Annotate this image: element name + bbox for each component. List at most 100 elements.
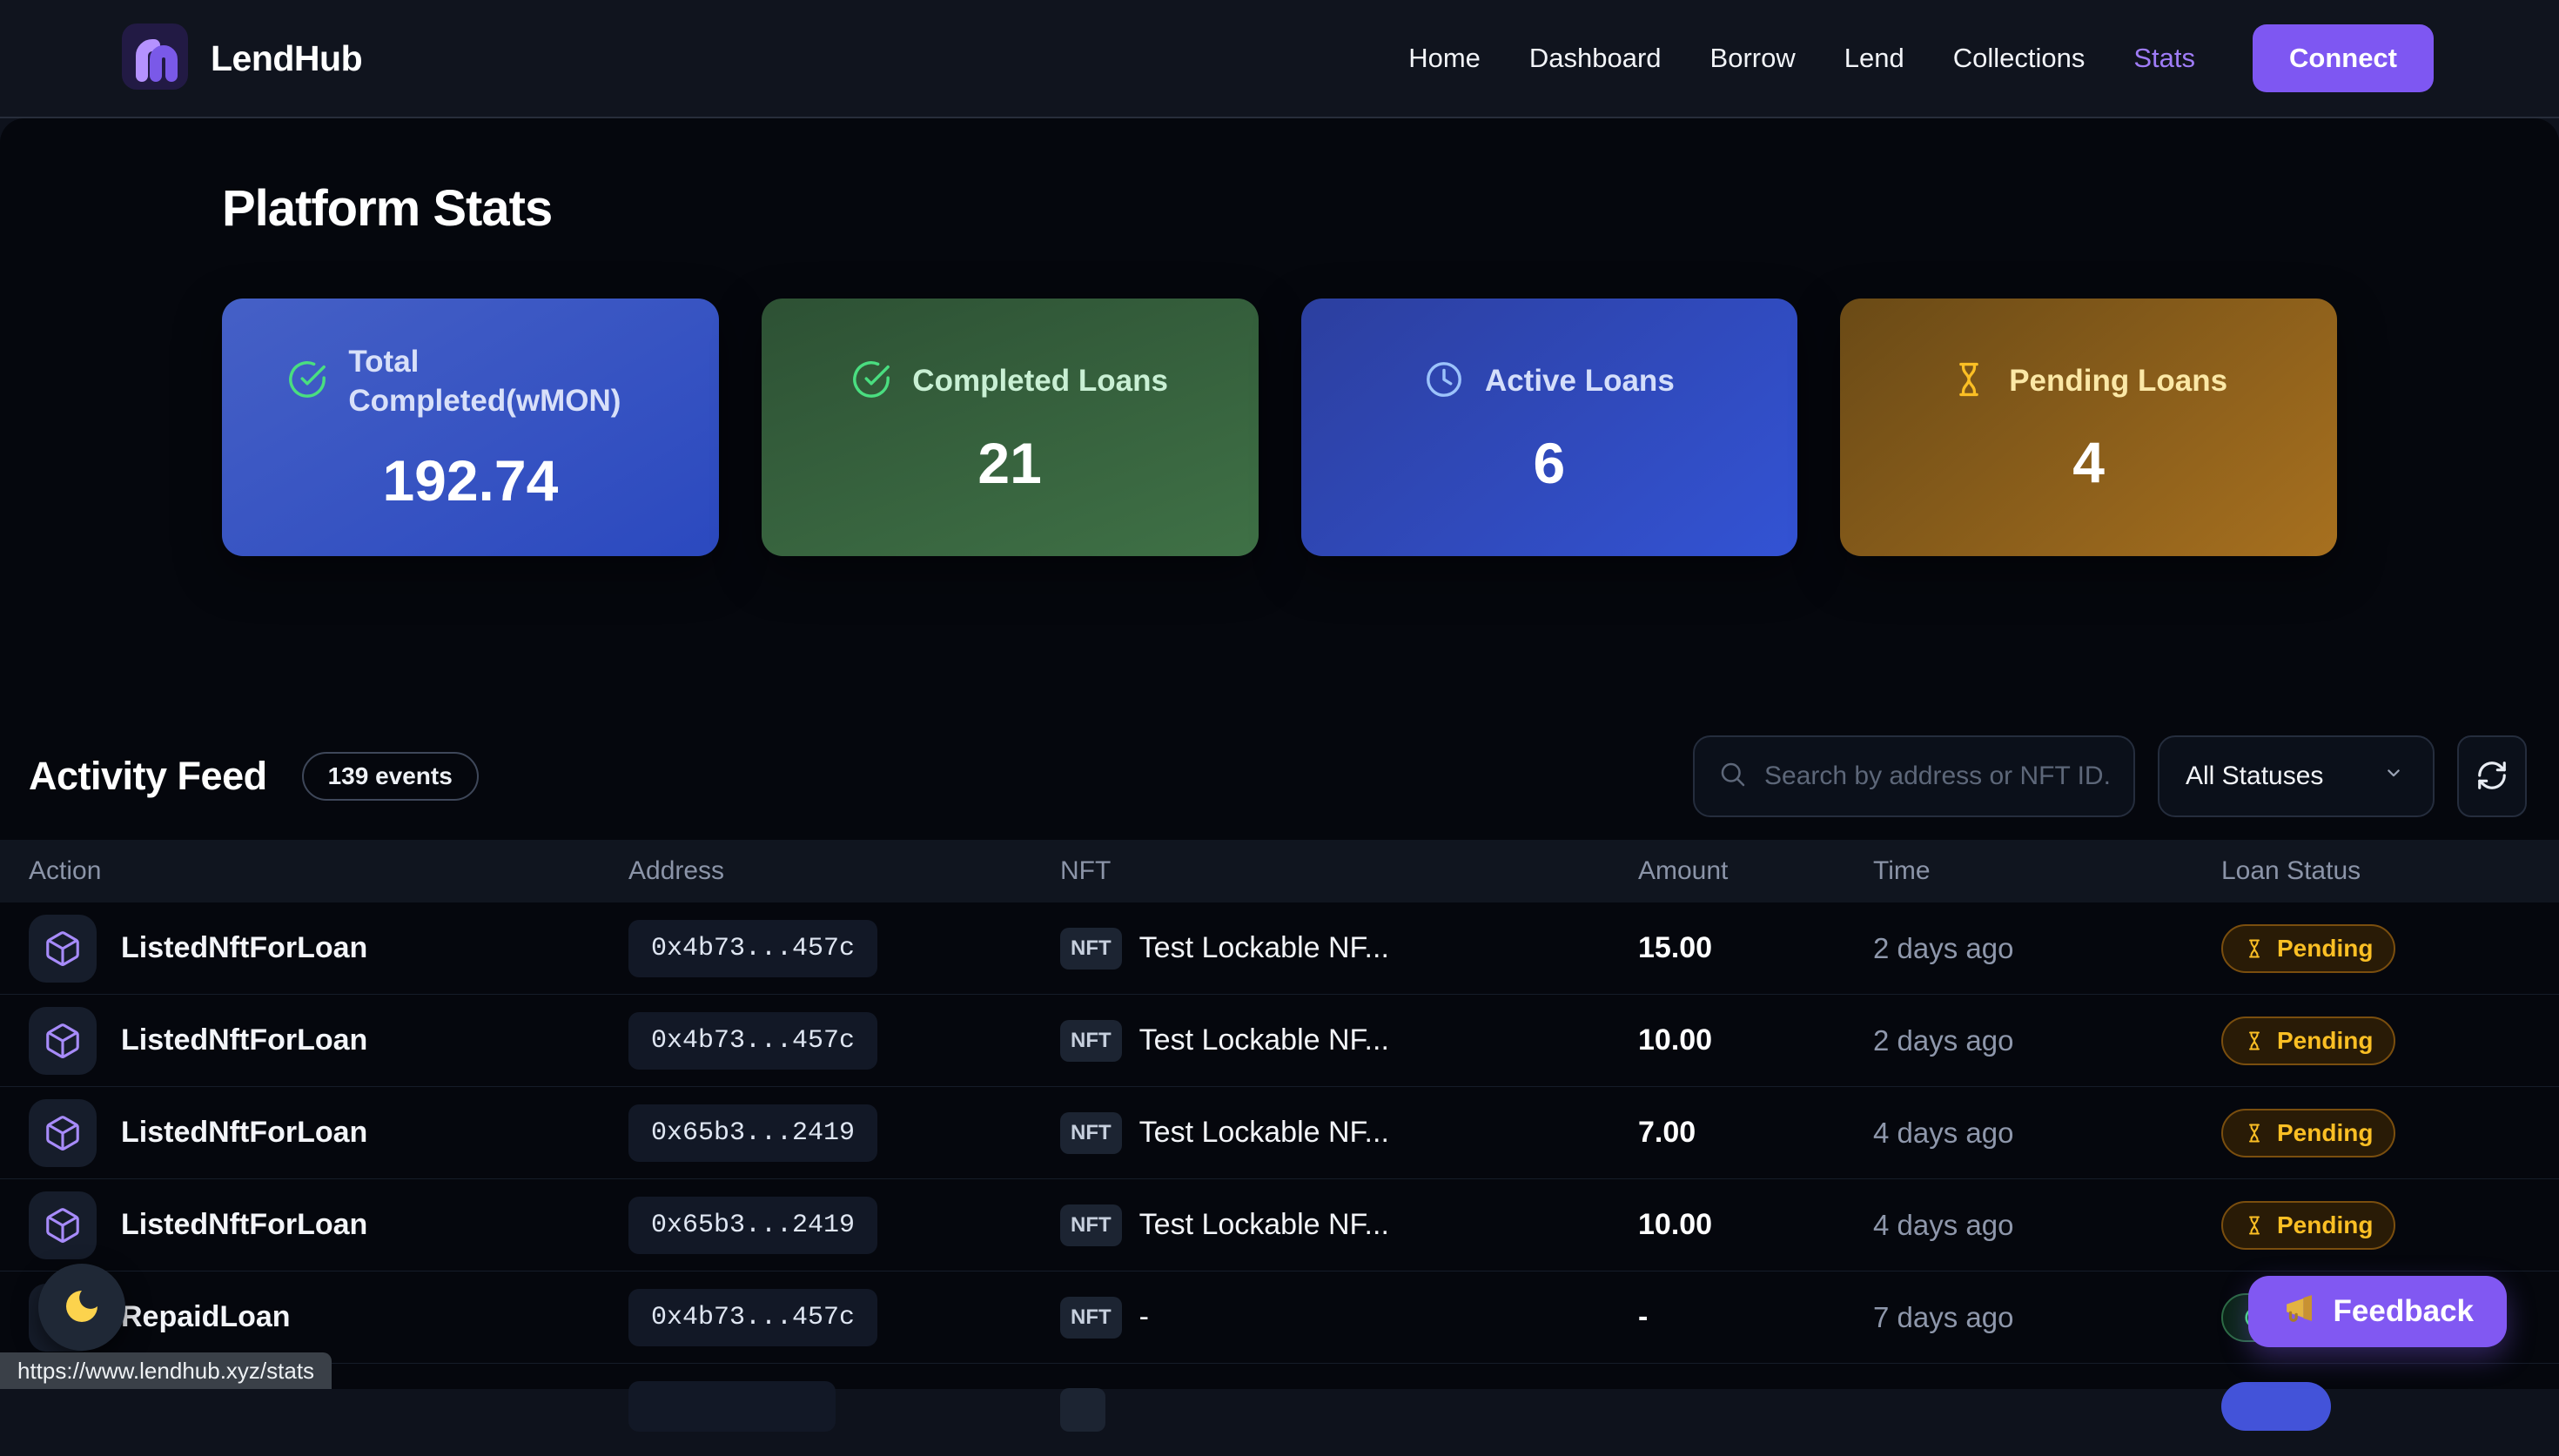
check-circle-icon: [287, 359, 327, 404]
activity-table: Action Address NFT Amount Time Loan Stat…: [0, 840, 2559, 1456]
amount: 15.00: [1638, 931, 1713, 964]
time: 4 days ago: [1873, 1116, 2014, 1149]
table-row: RepaidLoan 0x4b73...457c NFT - - 7 days …: [0, 1271, 2559, 1364]
nft-name: Test Lockable NF...: [1138, 931, 1389, 964]
address-chip: 0x4b73...457c: [628, 1011, 878, 1070]
col-loan-status: Loan Status: [2221, 856, 2361, 885]
amount: -: [1638, 1300, 1649, 1333]
stat-card-value: 21: [977, 430, 1042, 495]
stat-card-value: 192.74: [382, 447, 559, 513]
nft-badge: NFT: [1060, 1296, 1122, 1339]
status-badge: Pending: [2221, 923, 2396, 973]
activity-feed-header: Activity Feed 139 events All Statuses: [0, 735, 2559, 817]
col-time: Time: [1873, 856, 1931, 885]
brand[interactable]: LendHub: [122, 23, 363, 94]
time: 4 days ago: [1873, 1208, 2014, 1241]
events-count-badge: 139 events: [301, 752, 479, 801]
brand-name: LendHub: [211, 37, 363, 78]
nft-badge: NFT: [1060, 1111, 1122, 1154]
address-chip: 0x4b73...457c: [628, 919, 878, 977]
package-icon: [29, 1098, 97, 1167]
connect-wallet-button[interactable]: Connect: [2253, 24, 2434, 92]
stat-card-label: Pending Loans: [2009, 364, 2228, 399]
nft-badge: NFT: [1060, 1019, 1122, 1062]
search-box[interactable]: [1693, 735, 2135, 817]
package-icon: [29, 1006, 97, 1075]
col-address: Address: [628, 856, 725, 885]
feedback-button[interactable]: Feedback: [2247, 1276, 2507, 1347]
activity-feed-title: Activity Feed: [29, 754, 267, 798]
status-badge: Pending: [2221, 1108, 2396, 1157]
table-row: ListedNftForLoan 0x4b73...457c NFT Test …: [0, 902, 2559, 995]
nav-links: Home Dashboard Borrow Lend Collections S…: [1408, 24, 2434, 92]
status-filter-value: All Statuses: [2186, 762, 2324, 790]
nav-link-collections[interactable]: Collections: [1952, 43, 2085, 73]
table-row: ListedNftForLoan 0x4b73...457c NFT Test …: [0, 995, 2559, 1087]
platform-stats-section: Platform Stats Total Completed(wMON) 192…: [0, 118, 2559, 556]
time: 2 days ago: [1873, 1023, 2014, 1057]
table-row: ListedNftForLoan 0x65b3...2419 NFT Test …: [0, 1179, 2559, 1271]
amount: 10.00: [1638, 1208, 1713, 1241]
action-label: ListedNftForLoan: [121, 1116, 368, 1149]
stat-card-pending-loans: Pending Loans 4: [1840, 299, 2337, 556]
time: 2 days ago: [1873, 931, 2014, 964]
main-panel: Platform Stats Total Completed(wMON) 192…: [0, 118, 2559, 1432]
address-chip: 0x65b3...2419: [628, 1104, 878, 1162]
lendhub-logo-icon: [122, 23, 188, 94]
status-filter-select[interactable]: All Statuses: [2158, 735, 2435, 817]
refresh-icon: [2475, 759, 2509, 795]
feedback-label: Feedback: [2333, 1294, 2474, 1328]
megaphone-icon: [2281, 1290, 2318, 1334]
package-icon: [29, 914, 97, 983]
stat-card-label: Completed Loans: [912, 364, 1168, 399]
address-chip: 0x4b73...457c: [628, 1288, 878, 1346]
theme-toggle-button[interactable]: [38, 1264, 125, 1351]
moon-icon: [61, 1285, 103, 1330]
col-amount: Amount: [1638, 856, 1729, 885]
hourglass-icon: [1950, 360, 1988, 403]
table-row-partial: [0, 1364, 2559, 1456]
search-icon: [1717, 759, 1749, 795]
package-icon: [29, 1191, 97, 1259]
col-action: Action: [29, 856, 102, 885]
nav-link-home[interactable]: Home: [1408, 43, 1481, 73]
stat-card-label: Active Loans: [1484, 364, 1675, 399]
stat-card-value: 6: [1533, 430, 1566, 495]
action-label: ListedNftForLoan: [121, 931, 368, 964]
nav-link-lend[interactable]: Lend: [1844, 43, 1904, 73]
action-label: ListedNftForLoan: [121, 1208, 368, 1241]
nft-name: Test Lockable NF...: [1138, 1208, 1389, 1241]
check-circle-icon: [851, 359, 891, 404]
nft-badge: NFT: [1060, 1204, 1122, 1246]
top-nav: LendHub Home Dashboard Borrow Lend Colle…: [0, 0, 2559, 118]
amount: 7.00: [1638, 1116, 1696, 1149]
nav-link-stats[interactable]: Stats: [2133, 43, 2195, 73]
nft-name: Test Lockable NF...: [1138, 1116, 1389, 1149]
table-header: Action Address NFT Amount Time Loan Stat…: [0, 840, 2559, 902]
action-label: ListedNftForLoan: [121, 1023, 368, 1057]
time: 7 days ago: [1873, 1300, 2014, 1333]
nav-link-borrow[interactable]: Borrow: [1709, 43, 1796, 73]
stat-cards: Total Completed(wMON) 192.74 Completed L…: [222, 299, 2337, 556]
nft-badge-fragment: [1060, 1388, 1105, 1432]
address-chip-fragment: [628, 1380, 836, 1432]
stat-card-total-completed: Total Completed(wMON) 192.74: [222, 299, 719, 556]
clock-icon: [1424, 359, 1464, 404]
refresh-button[interactable]: [2457, 735, 2527, 817]
table-row: ListedNftForLoan 0x65b3...2419 NFT Test …: [0, 1087, 2559, 1179]
action-label: RepaidLoan: [121, 1300, 291, 1333]
nft-name: -: [1138, 1300, 1149, 1333]
page-title: Platform Stats: [222, 180, 553, 237]
stat-card-completed-loans: Completed Loans 21: [761, 299, 1259, 556]
chevron-down-icon: [2381, 760, 2407, 793]
amount: 10.00: [1638, 1023, 1713, 1057]
nav-link-dashboard[interactable]: Dashboard: [1528, 43, 1662, 73]
col-nft: NFT: [1060, 856, 1112, 885]
stat-card-active-loans: Active Loans 6: [1300, 299, 1798, 556]
search-input[interactable]: [1764, 762, 2111, 791]
status-badge: Pending: [2221, 1200, 2396, 1250]
stat-card-label: Total Completed(wMON): [348, 344, 621, 419]
status-bar-url: https://www.lendhub.xyz/stats: [0, 1352, 332, 1389]
status-badge: Pending: [2221, 1016, 2396, 1065]
stat-card-value: 4: [2072, 429, 2105, 494]
